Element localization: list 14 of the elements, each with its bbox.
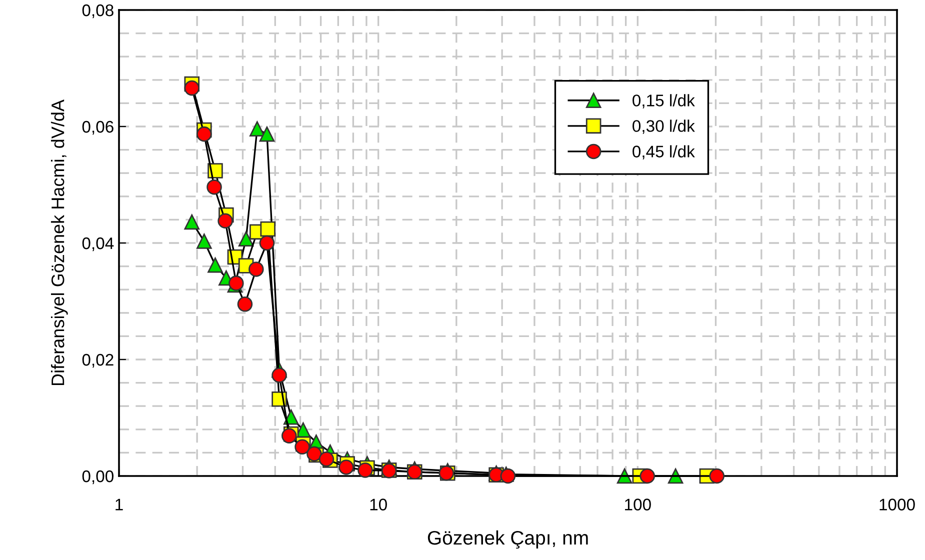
y-axis-title: Diferansiyel Gözenek Hacmi, dV/dA — [50, 100, 68, 386]
legend-label: 0,30 l/dk — [632, 120, 695, 134]
y-tick-label: 0,00 — [82, 470, 114, 484]
x-tick-label: 100 — [625, 498, 651, 510]
x-tick-label: 1000 — [880, 498, 915, 510]
legend-label: 0,45 l/dk — [632, 145, 695, 160]
y-tick-label: 0,08 — [82, 4, 114, 18]
legend-label: 0,15 l/dk — [632, 94, 695, 108]
x-tick-label: 10 — [370, 498, 387, 510]
x-axis-title: Gözenek Çapı, nm — [428, 530, 588, 549]
x-tick-label: 1 — [116, 498, 123, 510]
y-tick-label: 0,04 — [82, 237, 114, 252]
y-tick-label: 0,06 — [82, 120, 114, 135]
y-tick-label: 0,02 — [82, 354, 114, 368]
